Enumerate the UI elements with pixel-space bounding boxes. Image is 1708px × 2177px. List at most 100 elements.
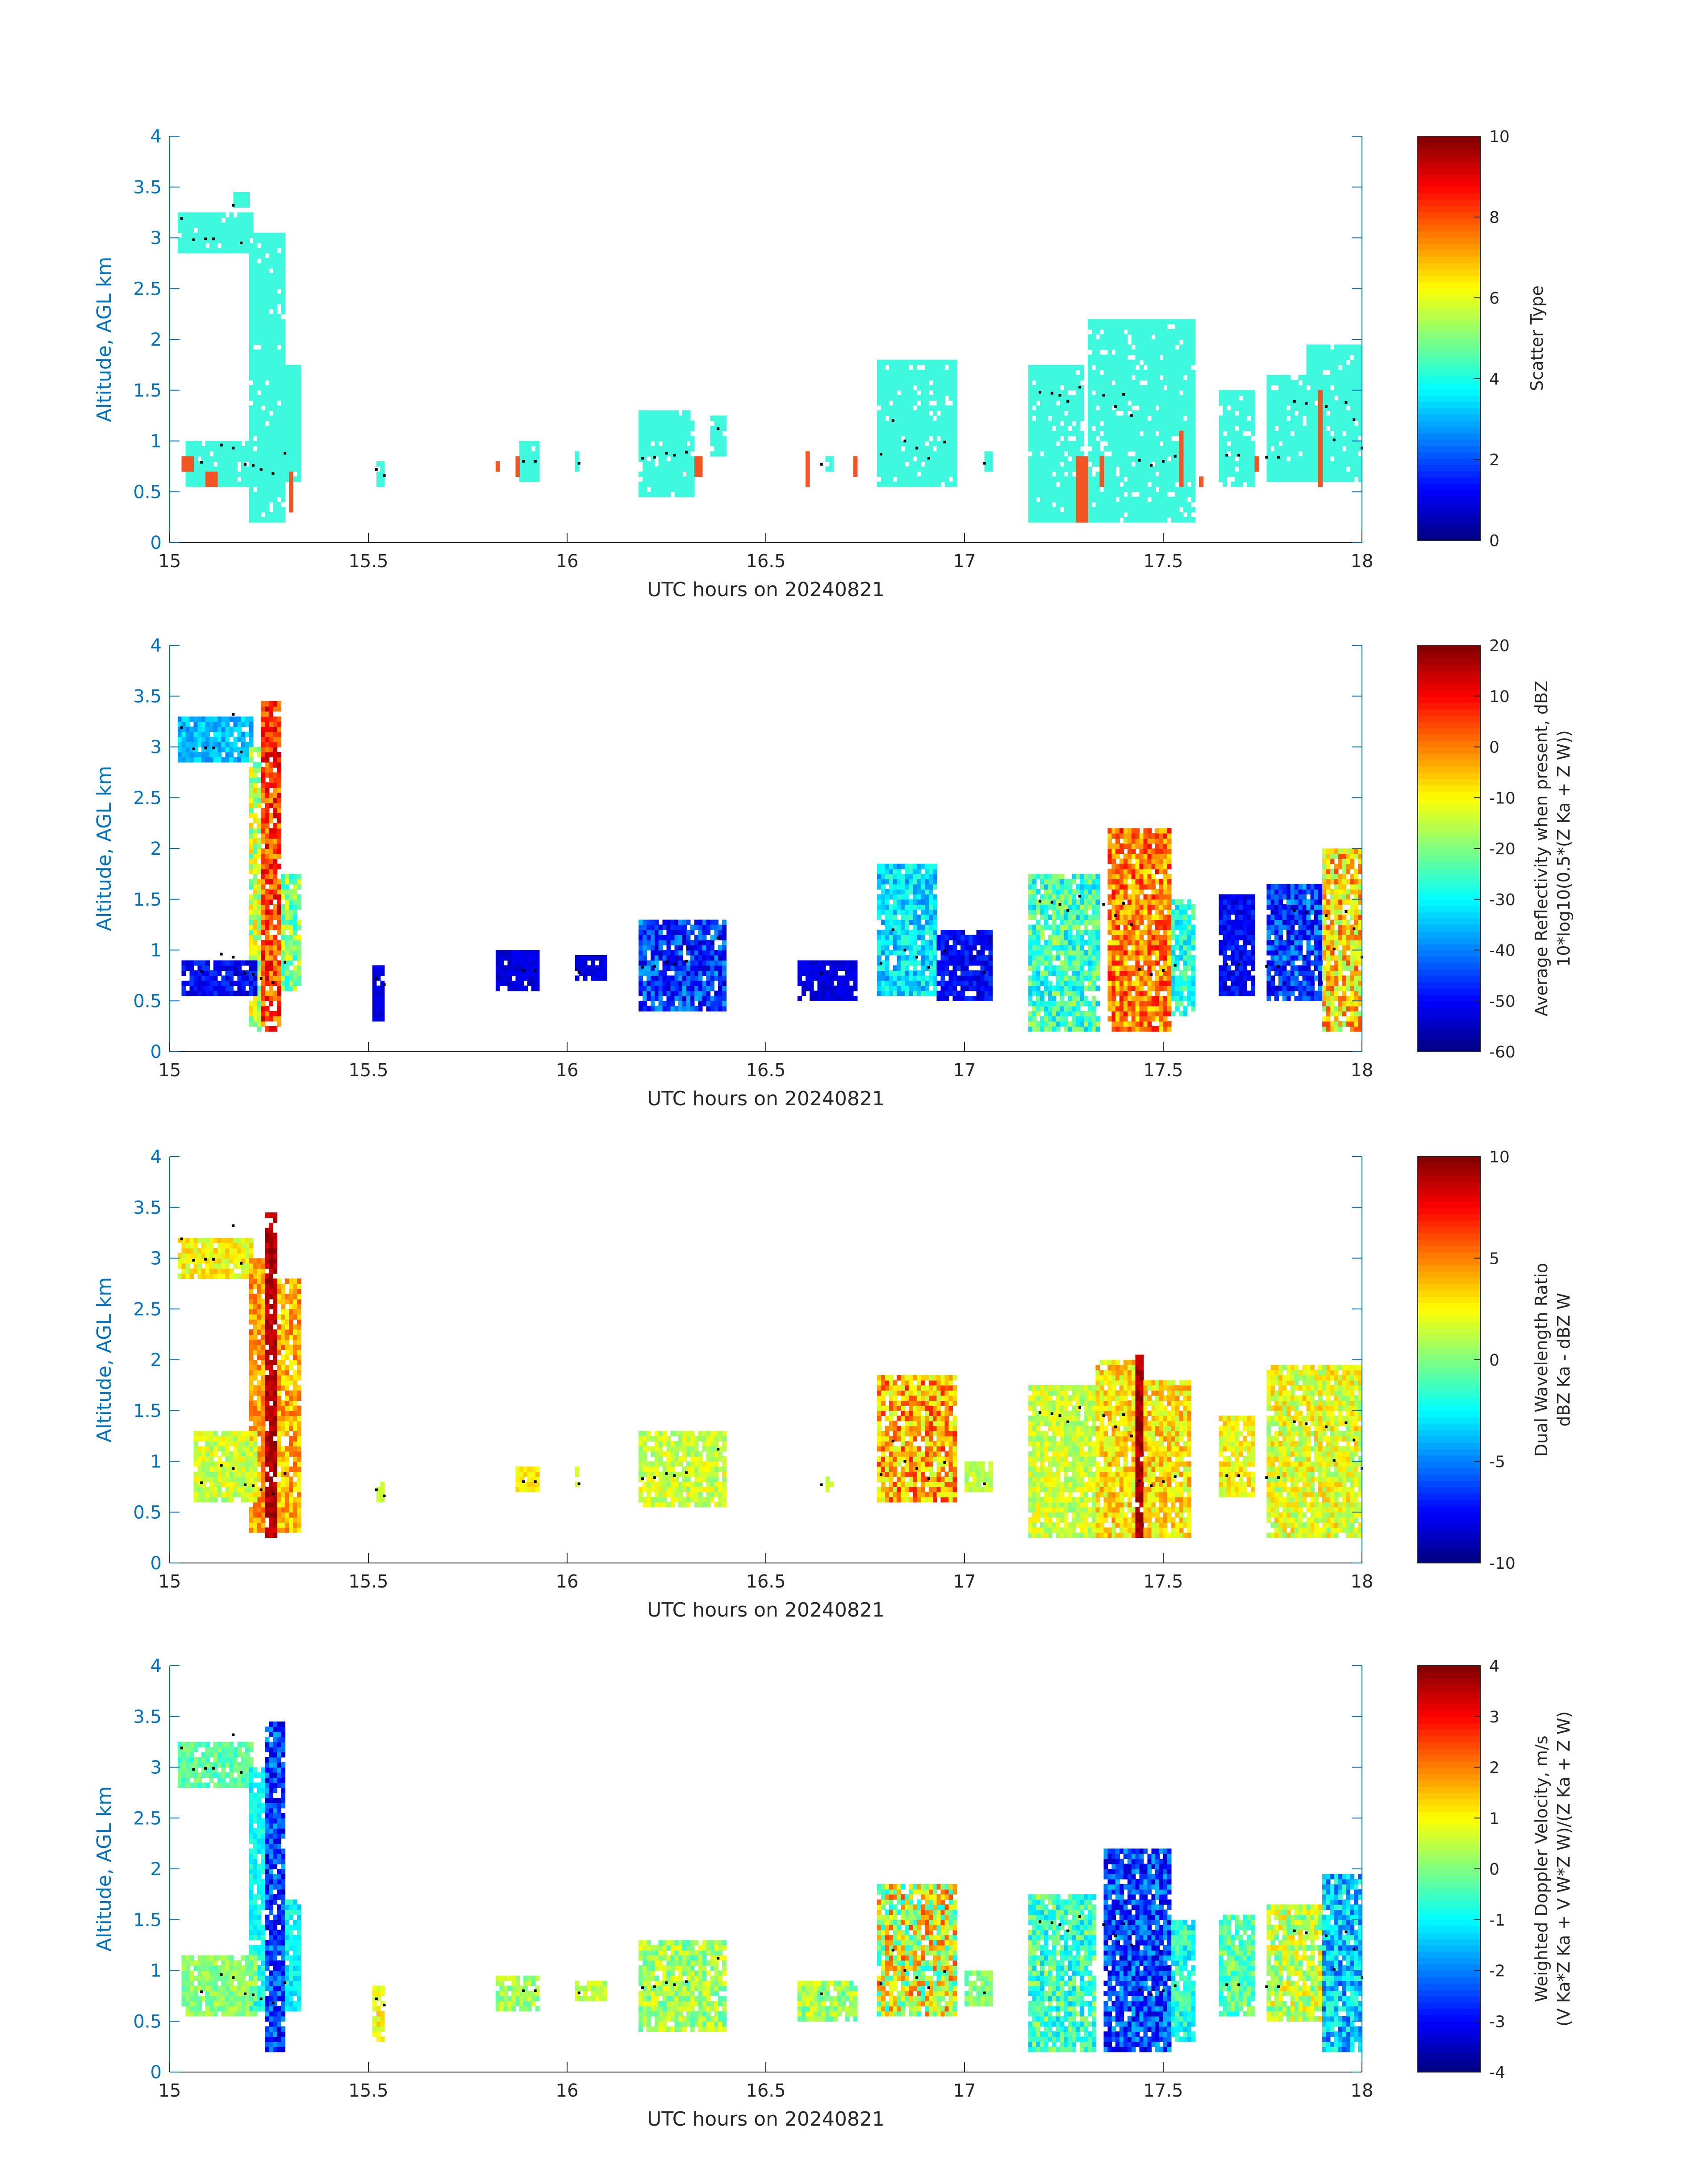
heatmap-cell: [1052, 410, 1057, 416]
heatmap-cell: [1032, 430, 1036, 436]
heatmap-cell: [913, 441, 917, 447]
heatmap-cell: [376, 471, 381, 477]
heatmap-cell: [1350, 451, 1354, 457]
heatmap-cell: [1107, 456, 1112, 462]
heatmap-cell: [185, 466, 190, 472]
heatmap-cell: [1044, 481, 1048, 487]
heatmap-cell: [1163, 334, 1168, 340]
heatmap-cell: [1072, 466, 1076, 472]
heatmap-cell: [1155, 375, 1160, 380]
heatmap-cell: [932, 410, 937, 416]
heatmap-cell: [237, 446, 242, 452]
overlay-marker: [244, 463, 247, 466]
heatmap-cell: [1334, 344, 1339, 350]
heatmap-cell: [1056, 436, 1061, 442]
heatmap-cell: [1243, 436, 1247, 442]
heatmap-cell: [1219, 471, 1224, 477]
heatmap-cell: [265, 736, 270, 742]
heatmap-cell: [233, 960, 238, 966]
heatmap-cell: [189, 757, 194, 763]
heatmap-cell: [185, 742, 190, 748]
heatmap-cell: [519, 456, 524, 462]
heatmap-cell: [241, 731, 246, 737]
heatmap-cell: [881, 476, 885, 482]
heatmap-cell: [1159, 400, 1164, 406]
heatmap-cell: [686, 421, 691, 426]
heatmap-cell: [249, 319, 254, 325]
heatmap-cell: [372, 975, 377, 981]
heatmap-cell: [261, 497, 266, 502]
heatmap-cell: [241, 238, 246, 243]
heatmap-cell: [281, 456, 285, 462]
heatmap-cell: [289, 940, 293, 945]
heatmap-cell: [1159, 359, 1164, 365]
heatmap-cell: [928, 375, 933, 380]
heatmap-cell: [189, 980, 194, 986]
heatmap-cell: [213, 721, 218, 727]
heatmap-cell: [1346, 456, 1351, 462]
heatmap-cell: [1235, 405, 1239, 411]
heatmap-cell: [261, 375, 266, 380]
heatmap-cell: [213, 975, 218, 981]
heatmap-cell: [1052, 466, 1057, 472]
heatmap-cell: [1064, 502, 1069, 508]
heatmap-cell: [1135, 446, 1140, 452]
heatmap-cell: [273, 258, 278, 264]
heatmap-cell: [281, 242, 285, 249]
heatmap-cell: [249, 752, 254, 758]
heatmap-cell: [1099, 502, 1104, 508]
heatmap-cell: [1151, 507, 1156, 513]
heatmap-cell: [221, 747, 226, 752]
heatmap-cell: [1056, 430, 1061, 436]
heatmap-cell: [193, 461, 198, 467]
heatmap-cell: [285, 441, 289, 447]
heatmap-cell: [1072, 385, 1076, 391]
heatmap-cell: [253, 248, 258, 254]
heatmap-cell: [217, 471, 222, 477]
heatmap-cell: [1044, 400, 1048, 406]
heatmap-cell: [1131, 324, 1136, 330]
heatmap-cell: [261, 782, 266, 788]
heatmap-cell: [1072, 364, 1076, 371]
heatmap-cell: [1127, 446, 1132, 452]
heatmap-cell: [495, 970, 500, 976]
heatmap-cell: [1183, 395, 1188, 401]
heatmap-cell: [1119, 390, 1124, 396]
colorbar-segment: [1418, 199, 1480, 206]
heatmap-cell: [1139, 400, 1144, 406]
heatmap-cell: [1072, 446, 1076, 452]
heatmap-cell: [269, 441, 274, 447]
heatmap-cell: [881, 466, 885, 472]
heatmap-cell: [1274, 461, 1279, 467]
heatmap-cell: [273, 263, 278, 269]
colorbar-segment: [1418, 389, 1480, 396]
heatmap-cell: [1282, 441, 1287, 447]
heatmap-cell: [940, 456, 945, 462]
heatmap-cell: [249, 233, 254, 238]
heatmap-cell: [944, 466, 949, 472]
heatmap-cell: [217, 466, 222, 472]
heatmap-cell: [296, 970, 301, 976]
heatmap-cell: [245, 212, 250, 218]
heatmap-cell: [177, 222, 182, 228]
heatmap-cell: [643, 421, 647, 426]
heatmap-cell: [285, 980, 289, 986]
heatmap-cell: [913, 364, 917, 371]
heatmap-cell: [925, 476, 929, 482]
heatmap-cell: [292, 965, 297, 971]
heatmap-cell: [1095, 441, 1100, 447]
heatmap-cell: [1155, 481, 1160, 487]
heatmap-cell: [253, 894, 258, 900]
heatmap-cell: [296, 456, 301, 462]
heatmap-cell: [881, 405, 885, 411]
heatmap-cell: [1358, 441, 1362, 447]
heatmap-cell: [666, 492, 671, 497]
heatmap-cell: [928, 421, 933, 426]
heatmap-cell: [909, 466, 914, 472]
heatmap-cell: [261, 736, 266, 742]
heatmap-cell: [531, 451, 536, 457]
heatmap-cell: [1167, 385, 1172, 391]
heatmap-cell: [1044, 370, 1048, 376]
heatmap-cell: [1107, 385, 1112, 391]
heatmap-cell: [1322, 355, 1327, 360]
